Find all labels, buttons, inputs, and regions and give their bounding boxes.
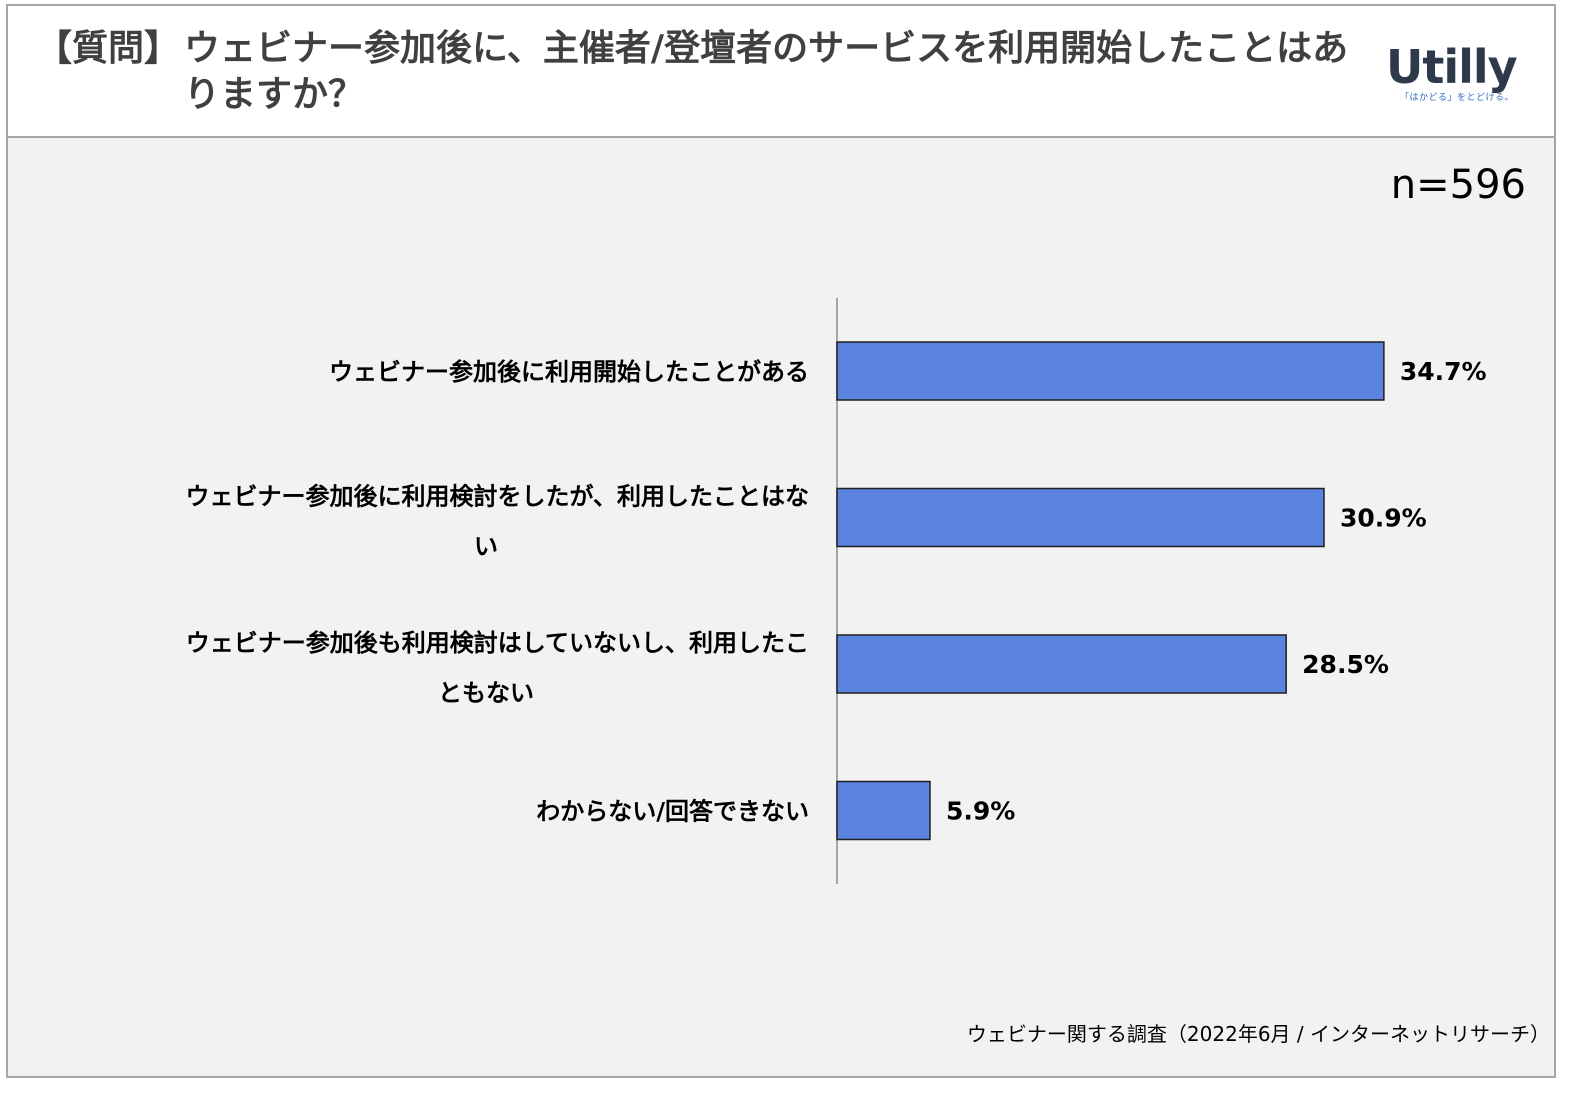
question-title: ウェビナー参加後に、主催者/登壇者のサービスを利用開始したことはありますか？ — [184, 28, 1349, 115]
question-prefix: 【質問】 — [36, 28, 181, 69]
category-label: ともない — [438, 679, 534, 707]
bar-value-label: 5.9% — [946, 797, 1015, 826]
logo-wordmark: Utilly — [1386, 40, 1518, 94]
category-label: い — [474, 533, 498, 561]
category-label: ウェビナー参加後に利用開始したことがある — [329, 358, 809, 386]
sample-size-label: n=596 — [1390, 162, 1526, 208]
bar — [836, 634, 1287, 694]
source-note: ウェビナー関する調査（2022年6月 / インターネットリサーチ） — [966, 1022, 1550, 1046]
bar — [836, 341, 1385, 401]
bar — [836, 487, 1325, 548]
category-label: ウェビナー参加後に利用検討をしたが、利用したことはな — [185, 483, 809, 511]
category-label: わからない/回答できない — [536, 798, 809, 826]
bar-value-label: 30.9% — [1340, 504, 1427, 533]
bar — [836, 780, 931, 841]
bar-value-label: 34.7% — [1400, 357, 1487, 386]
utilly-logo: Utilly 「はかどる」をとどける。 — [1386, 42, 1536, 112]
category-label: ウェビナー参加後も利用検討はしていないし、利用したこ — [186, 629, 809, 657]
logo-tagline: 「はかどる」をとどける。 — [1400, 93, 1515, 103]
bar-value-label: 28.5% — [1302, 650, 1389, 679]
question-header: 【質問】 ウェビナー参加後に、主催者/登壇者のサービスを利用開始したことはありま… — [8, 6, 1554, 138]
